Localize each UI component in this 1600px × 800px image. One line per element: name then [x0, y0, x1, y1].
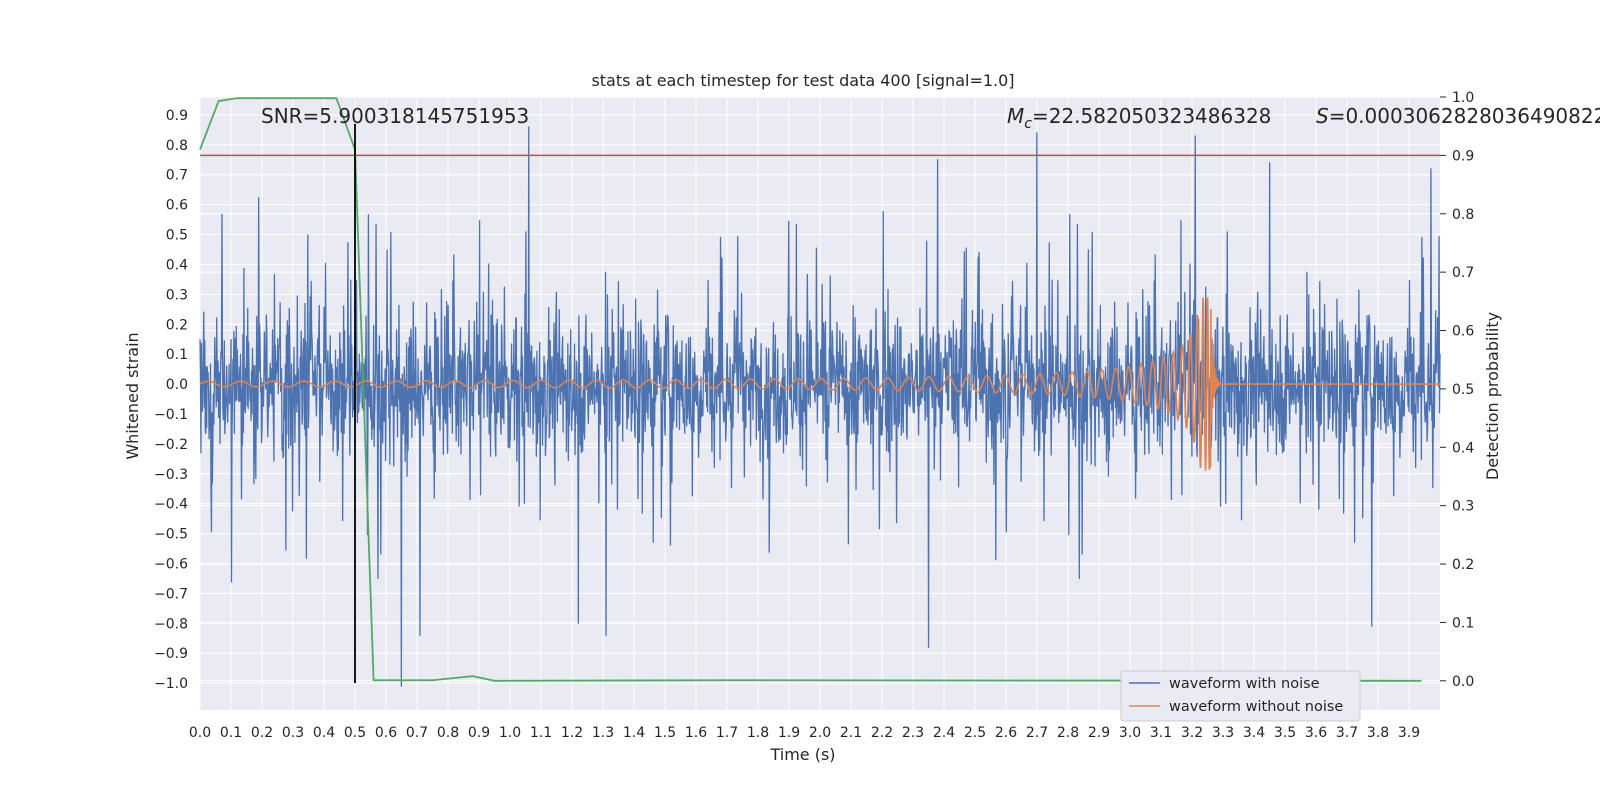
x-tick-label: 1.7 [716, 725, 738, 741]
y-tick-label: −0.7 [154, 586, 188, 602]
y2-tick-label: 0.7 [1452, 265, 1474, 281]
x-tick-label: 2.1 [840, 725, 862, 741]
x-tick-label: 0.8 [437, 725, 459, 741]
y-tick-label: −0.2 [154, 437, 188, 453]
y-tick-label: −0.3 [154, 467, 188, 483]
y-tick-label: −0.6 [154, 556, 188, 572]
s-annotation: S=0.0003062828036490822 [1316, 104, 1600, 128]
overlays [200, 123, 1440, 684]
x-tick-label: 3.0 [1119, 725, 1141, 741]
y-axis-right: 1.0 0.9 0.8 0.7 0.6 0.5 0.4 0.3 0.2 0.1 0.0 [1440, 90, 1474, 690]
x-tick-label: 2.7 [1026, 725, 1048, 741]
x-tick-label: 2.3 [902, 725, 924, 741]
series-waveform-without-noise [199, 297, 1440, 471]
y2-tick-label: 0.4 [1452, 440, 1474, 456]
x-tick-label: 3.7 [1336, 725, 1358, 741]
x-tick-label: 2.2 [871, 725, 893, 741]
legend-label-noise: waveform with noise [1169, 676, 1320, 692]
x-tick-label: 1.8 [747, 725, 769, 741]
x-tick-label: 1.4 [623, 725, 645, 741]
y-tick-label: −0.9 [154, 646, 188, 662]
y-tick-label: 0.0 [166, 377, 188, 393]
x-tick-label: 1.5 [654, 725, 676, 741]
y-axis-left: 0.9 0.8 0.7 0.6 0.5 0.4 0.3 0.2 0.1 0.0 −0.1 −0.2 −0… [154, 108, 188, 692]
legend-label-clean: waveform without noise [1169, 699, 1343, 715]
legend: waveform with noise waveform without noi… [1120, 670, 1361, 722]
x-tick-label: 3.6 [1305, 725, 1327, 741]
y-axis-label: Whitened strain [123, 332, 142, 459]
x-tick-label: 3.1 [1150, 725, 1172, 741]
x-tick-label: 2.6 [995, 725, 1017, 741]
legend-box [1120, 670, 1361, 722]
y2-tick-label: 0.2 [1452, 557, 1474, 573]
y2-tick-label: 1.0 [1452, 90, 1474, 106]
y-tick-label: 0.7 [166, 168, 188, 184]
y2-tick-label: 0.0 [1452, 674, 1474, 690]
x-tick-label: 2.5 [964, 725, 986, 741]
x-axis: 0.0 0.1 0.2 0.3 0.4 0.5 0.6 0.7 0.8 0.9 1.0 1.1 1.2 1… [189, 725, 1420, 741]
y-tick-label: 0.2 [166, 317, 188, 333]
x-axis-label: Time (s) [769, 745, 835, 764]
y-tick-label: −0.1 [154, 407, 188, 423]
x-tick-label: 2.9 [1088, 725, 1110, 741]
x-tick-label: 0.3 [282, 725, 304, 741]
x-tick-label: 1.2 [561, 725, 583, 741]
x-tick-label: 2.0 [809, 725, 831, 741]
y2-axis-label: Detection probability [1483, 312, 1502, 480]
y-tick-label: 0.4 [166, 257, 188, 273]
chirp-mass-annotation: Mc=22.582050323486328 [1007, 104, 1271, 132]
chirp-mass-value: =22.582050323486328 [1032, 104, 1271, 128]
x-tick-label: 3.8 [1367, 725, 1389, 741]
y-tick-label: 0.9 [166, 108, 188, 124]
noise-waveform-line [199, 126, 1441, 687]
clean-waveform-line [199, 297, 1440, 471]
x-tick-label: 0.4 [313, 725, 335, 741]
x-tick-label: 3.4 [1243, 725, 1265, 741]
x-tick-label: 0.1 [220, 725, 242, 741]
y2-tick-label: 0.3 [1452, 499, 1474, 515]
x-tick-label: 2.4 [933, 725, 955, 741]
y-tick-label: −0.8 [154, 616, 188, 632]
y2-tick-label: 0.9 [1452, 148, 1474, 164]
x-tick-label: 3.2 [1181, 725, 1203, 741]
x-tick-label: 0.2 [251, 725, 273, 741]
x-tick-label: 0.6 [375, 725, 397, 741]
snr-annotation: SNR=5.900318145751953 [261, 104, 529, 128]
y-tick-label: 0.5 [166, 228, 188, 244]
x-tick-label: 1.1 [530, 725, 552, 741]
x-tick-label: 3.9 [1398, 725, 1420, 741]
y2-tick-label: 0.6 [1452, 324, 1474, 340]
y2-tick-label: 0.1 [1452, 615, 1474, 631]
chart-title: stats at each timestep for test data 400… [591, 71, 1014, 90]
y-tick-label: 0.3 [166, 287, 188, 303]
y2-tick-label: 0.5 [1452, 382, 1474, 398]
x-tick-label: 0.5 [344, 725, 366, 741]
x-tick-label: 1.0 [499, 725, 521, 741]
x-tick-label: 2.8 [1057, 725, 1079, 741]
y-tick-label: 0.8 [166, 138, 188, 154]
x-tick-label: 3.5 [1274, 725, 1296, 741]
y-tick-label: −0.4 [154, 497, 188, 513]
y-tick-label: 0.6 [166, 198, 188, 214]
y-tick-label: −0.5 [154, 527, 188, 543]
y-tick-label: 0.1 [166, 347, 188, 363]
series-waveform-with-noise [199, 126, 1441, 687]
x-tick-label: 0.9 [468, 725, 490, 741]
x-tick-label: 0.7 [406, 725, 428, 741]
s-symbol: S [1316, 104, 1329, 128]
chirp-mass-subscript: c [1024, 116, 1032, 132]
x-tick-label: 1.6 [685, 725, 707, 741]
s-value: =0.0003062828036490822 [1329, 104, 1600, 128]
y-tick-label: −1.0 [154, 676, 188, 692]
x-tick-label: 1.9 [778, 725, 800, 741]
x-tick-label: 0.0 [189, 725, 211, 741]
x-tick-label: 1.3 [592, 725, 614, 741]
chirp-mass-symbol: M [1007, 104, 1024, 128]
y2-tick-label: 0.8 [1452, 207, 1474, 223]
x-tick-label: 3.3 [1212, 725, 1234, 741]
